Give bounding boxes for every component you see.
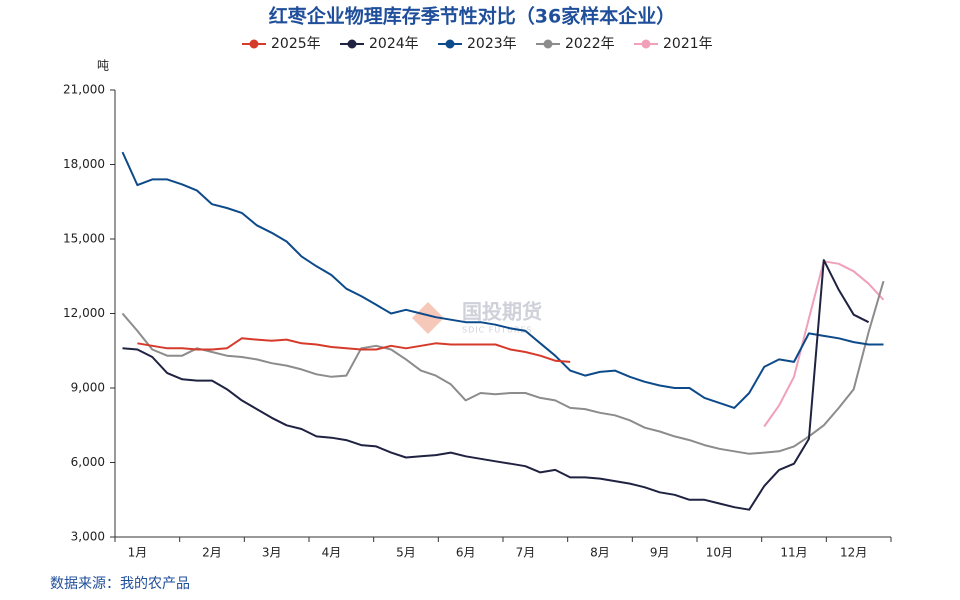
y-axis-label: 吨: [97, 59, 109, 73]
x-tick-label: 11月: [780, 546, 807, 560]
series-line: [121, 151, 884, 409]
series-line: [137, 337, 571, 363]
x-tick-label: 8月: [590, 546, 610, 560]
y-tick-label: 6,000: [71, 455, 105, 469]
x-tick-label: 5月: [396, 546, 416, 560]
y-tick-label: 18,000: [63, 157, 105, 171]
legend-marker: [249, 39, 259, 49]
watermark-subtext: SDIC FUTURES: [462, 326, 533, 335]
x-tick-label: 10月: [706, 546, 733, 560]
y-tick-label: 9,000: [71, 381, 105, 395]
legend-marker: [543, 39, 553, 49]
x-tick-label: 1月: [128, 546, 148, 560]
legend-marker: [347, 39, 357, 49]
x-tick-label: 9月: [650, 546, 670, 560]
y-tick-label: 15,000: [63, 232, 105, 246]
x-tick-label: 6月: [456, 546, 476, 560]
x-tick-label: 3月: [262, 546, 282, 560]
legend-marker: [641, 39, 651, 49]
legend-label: 2025年: [271, 36, 321, 52]
y-tick-label: 3,000: [71, 530, 105, 544]
source-note: 数据来源：我的农产品: [50, 576, 190, 592]
legend-label: 2022年: [565, 36, 615, 52]
watermark: 国投期货 SDIC FUTURES: [412, 300, 542, 335]
watermark-text: 国投期货: [462, 300, 542, 324]
watermark-logo: [412, 302, 444, 334]
series-line: [121, 280, 885, 455]
y-tick-label: 12,000: [63, 306, 105, 320]
legend-label: 2024年: [369, 36, 419, 52]
x-tick-label: 4月: [322, 546, 342, 560]
legend-marker: [445, 39, 455, 49]
x-tick-label: 12月: [840, 546, 867, 560]
legend-label: 2023年: [467, 36, 517, 52]
legend-label: 2021年: [663, 36, 713, 52]
series-line: [122, 259, 870, 511]
x-tick-label: 2月: [202, 546, 222, 560]
x-tick-label: 7月: [516, 546, 536, 560]
y-tick-label: 21,000: [63, 83, 105, 97]
chart-title: 红枣企业物理库存季节性对比（36家样本企业）: [269, 5, 675, 28]
